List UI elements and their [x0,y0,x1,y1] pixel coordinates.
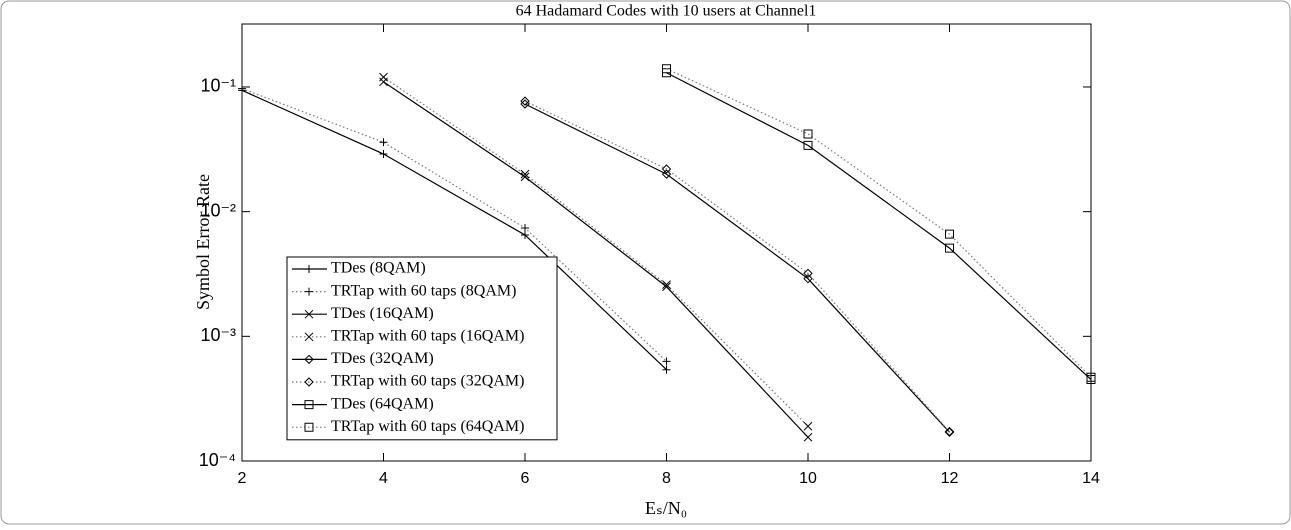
marker [803,268,813,279]
x-axis-label: Eₛ/N₀ [645,498,687,518]
legend-label: TRTap with 60 taps (8QAM) [331,282,516,299]
legend-label: TDes (8QAM) [331,260,426,277]
legend-label: TDes (32QAM) [331,350,434,367]
series-line [524,103,950,433]
marker [662,365,671,374]
legend-label: TRTap with 60 taps (16QAM) [331,327,524,344]
marker [520,169,530,179]
marker [520,172,530,182]
y-tick-label: 10⁻² [200,200,236,220]
x-tick-label: 10 [799,470,817,487]
marker [379,72,388,82]
marker [662,280,671,289]
marker [521,223,529,232]
y-tick-label: 10⁻⁴ [199,450,236,470]
series-line [383,81,809,438]
legend-marker [304,354,314,365]
legend-marker [304,400,314,410]
marker [944,426,955,437]
marker [662,64,671,74]
x-tick-label: 8 [662,470,671,487]
y-axis-label: Symbol Error Rate [193,174,213,310]
marker [945,229,954,239]
marker [379,138,388,147]
legend-marker [304,377,314,387]
legend-label: TDes (64QAM) [331,395,434,412]
marker [662,357,671,366]
marker [803,421,813,431]
legend-marker [305,287,313,296]
legend-marker [305,265,313,273]
marker [803,129,813,139]
marker [945,243,954,253]
legend-marker [304,332,314,342]
legend-marker [304,309,314,319]
legend-label: TDes (16QAM) [331,305,434,322]
marker [803,140,813,150]
x-tick-label: 12 [941,470,959,487]
legend-label: TRTap with 60 taps (64QAM) [331,418,524,435]
series-line [241,89,667,371]
marker [803,273,813,284]
legend-label: TRTap with 60 taps (32QAM) [331,373,524,390]
marker [661,169,672,179]
x-tick-label: 14 [1082,470,1100,487]
y-tick-label: 10⁻¹ [200,76,236,96]
marker [238,84,246,93]
marker [803,432,813,442]
marker [662,282,671,292]
marker [520,96,530,106]
legend-marker [304,422,314,432]
marker [661,164,672,174]
x-tick-label: 4 [379,470,388,487]
y-tick-label: 10⁻³ [200,325,236,345]
legend [286,256,558,441]
marker [1086,372,1096,382]
chart-title: 64 Hadamard Codes with 10 users at Chann… [516,3,817,20]
series-line [383,76,809,427]
marker [379,150,388,159]
series-line [666,72,1092,381]
x-tick-label: 2 [238,470,247,487]
x-tick-label: 6 [521,470,530,487]
marker [521,230,529,239]
series-line [524,100,950,433]
